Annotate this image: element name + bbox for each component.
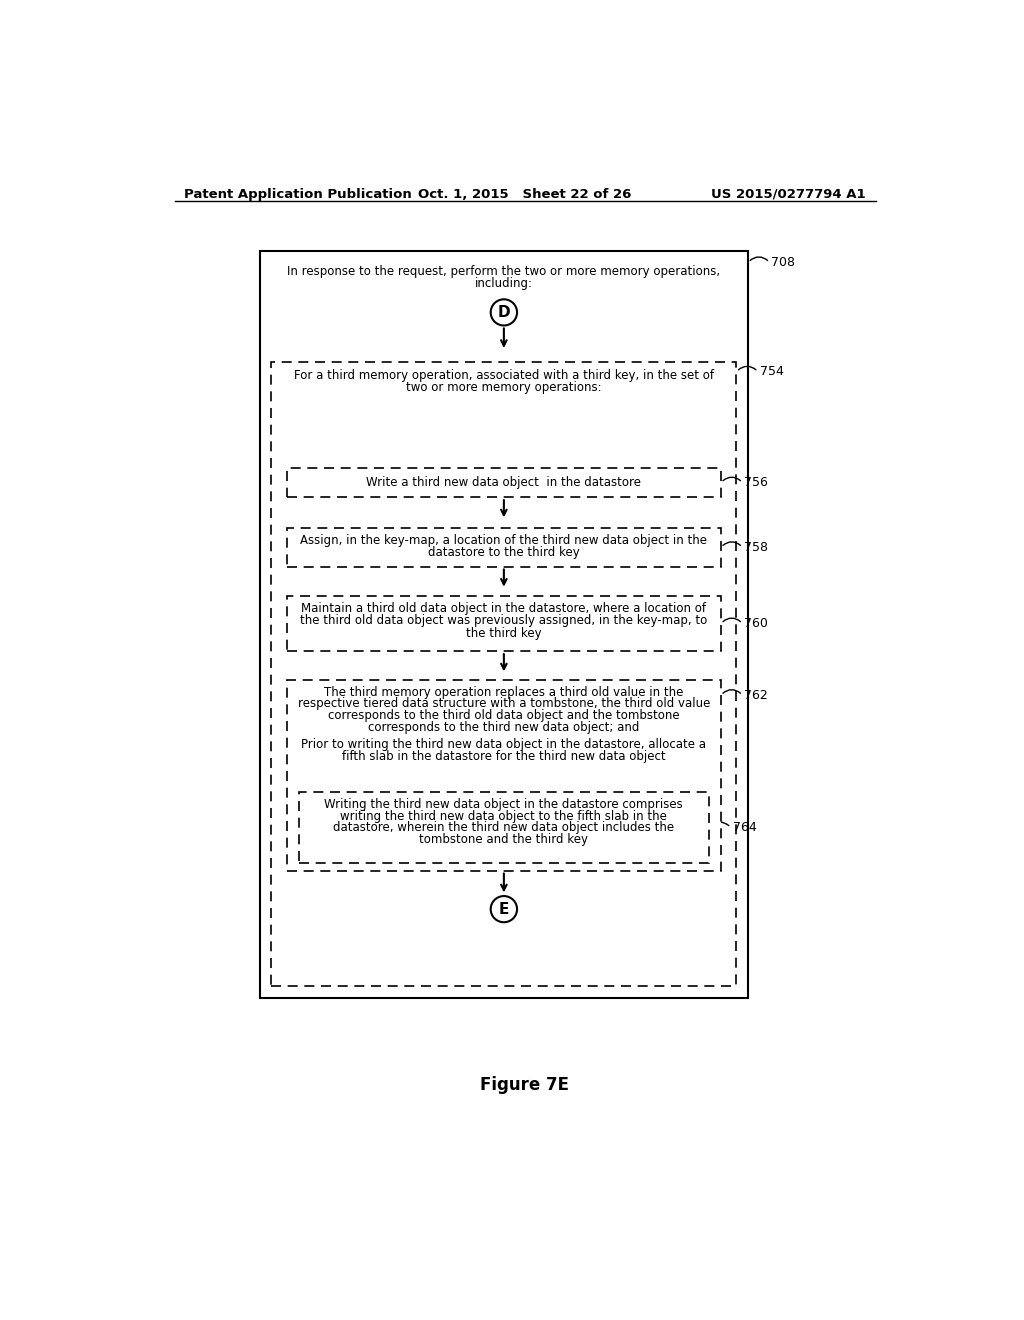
Text: fifth slab in the datastore for the third new data object: fifth slab in the datastore for the thir… bbox=[342, 750, 666, 763]
Text: 760: 760 bbox=[744, 616, 768, 630]
Text: Assign, in the key-map, a location of the third new data object in the: Assign, in the key-map, a location of th… bbox=[300, 535, 708, 548]
Text: 762: 762 bbox=[744, 689, 768, 702]
Bar bbox=[299, 792, 710, 863]
Bar bbox=[287, 469, 721, 498]
Text: datastore, wherein the third new data object includes the: datastore, wherein the third new data ob… bbox=[334, 821, 675, 834]
Text: the third old data object was previously assigned, in the key-map, to: the third old data object was previously… bbox=[300, 614, 708, 627]
Bar bbox=[287, 595, 721, 651]
Text: Writing the third new data object in the datastore comprises: Writing the third new data object in the… bbox=[325, 799, 683, 812]
Bar bbox=[271, 363, 736, 986]
Circle shape bbox=[490, 300, 517, 326]
Text: Write a third new data object  in the datastore: Write a third new data object in the dat… bbox=[367, 477, 641, 490]
Text: datastore to the third key: datastore to the third key bbox=[428, 546, 580, 560]
Text: including:: including: bbox=[475, 277, 532, 290]
Text: tombstone and the third key: tombstone and the third key bbox=[420, 833, 589, 846]
Text: In response to the request, perform the two or more memory operations,: In response to the request, perform the … bbox=[288, 264, 721, 277]
Text: E: E bbox=[499, 902, 509, 916]
Text: the third key: the third key bbox=[466, 627, 542, 640]
Text: Maintain a third old data object in the datastore, where a location of: Maintain a third old data object in the … bbox=[301, 602, 707, 615]
Bar bbox=[260, 251, 748, 998]
Text: respective tiered data structure with a tombstone, the third old value: respective tiered data structure with a … bbox=[298, 697, 710, 710]
Bar bbox=[287, 680, 721, 871]
Text: 756: 756 bbox=[744, 477, 768, 490]
Text: 758: 758 bbox=[744, 541, 768, 554]
Text: 754: 754 bbox=[760, 366, 783, 379]
Text: 708: 708 bbox=[771, 256, 796, 269]
Text: Oct. 1, 2015   Sheet 22 of 26: Oct. 1, 2015 Sheet 22 of 26 bbox=[418, 187, 632, 201]
Text: 764: 764 bbox=[732, 821, 757, 834]
Text: US 2015/0277794 A1: US 2015/0277794 A1 bbox=[712, 187, 866, 201]
Bar bbox=[287, 528, 721, 566]
Text: Figure 7E: Figure 7E bbox=[480, 1076, 569, 1094]
Circle shape bbox=[490, 896, 517, 923]
Text: writing the third new data object to the fifth slab in the: writing the third new data object to the… bbox=[340, 810, 668, 822]
Text: The third memory operation replaces a third old value in the: The third memory operation replaces a th… bbox=[325, 686, 684, 698]
Text: For a third memory operation, associated with a third key, in the set of: For a third memory operation, associated… bbox=[294, 368, 714, 381]
Text: two or more memory operations:: two or more memory operations: bbox=[407, 381, 602, 393]
Text: Patent Application Publication: Patent Application Publication bbox=[183, 187, 412, 201]
Text: D: D bbox=[498, 305, 510, 319]
Text: Prior to writing the third new data object in the datastore, allocate a: Prior to writing the third new data obje… bbox=[301, 738, 707, 751]
Text: corresponds to the third old data object and the tombstone: corresponds to the third old data object… bbox=[328, 709, 680, 722]
Text: corresponds to the third new data object; and: corresponds to the third new data object… bbox=[369, 721, 640, 734]
